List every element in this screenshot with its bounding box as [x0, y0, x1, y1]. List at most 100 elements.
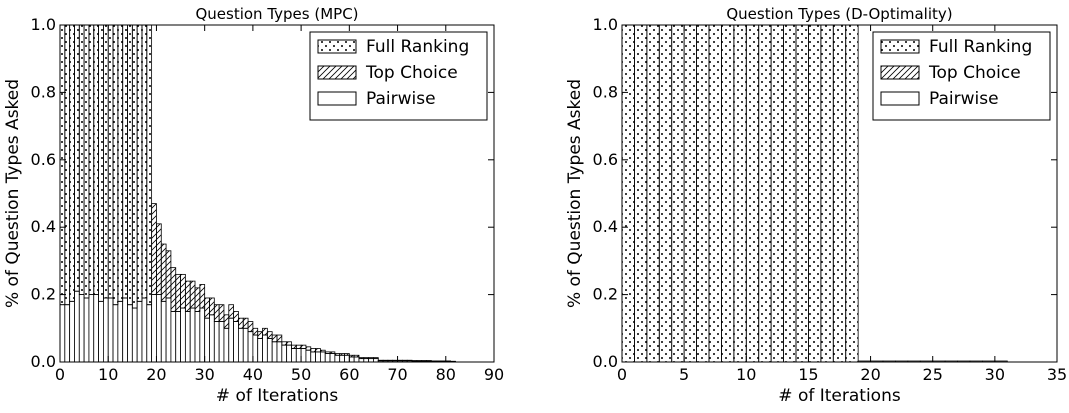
chart1-bar-top-choice: [421, 360, 427, 362]
chart1-bar-top-choice: [368, 357, 374, 360]
chart1-bar-top-choice: [228, 304, 234, 319]
chart2-title: Question Types (D-Optimality): [726, 5, 952, 23]
chart2-bar-full-ranking: [683, 25, 697, 362]
chart1-bar-pairwise: [78, 294, 85, 362]
chart1-bar-pairwise: [117, 300, 124, 362]
chart1-xtick-label: 50: [291, 365, 311, 384]
chart1-bar-pairwise: [189, 307, 196, 362]
chart1-bar-pairwise: [257, 338, 263, 362]
chart2-bar-full-ranking: [783, 25, 797, 362]
chart1-xtick-label: 70: [387, 365, 407, 384]
chart1-bar-pairwise: [291, 348, 297, 362]
chart1-bar-pairwise: [319, 351, 326, 362]
chart1-bar-top-choice: [373, 357, 379, 360]
chart2-xtick-label: 15: [798, 365, 818, 384]
chart2-xlabel: # of Iterations: [778, 386, 901, 406]
chart2-legend-swatch-top-choice: [880, 65, 920, 80]
chart1-bar-pairwise: [146, 304, 153, 362]
chart1-bar-full-ranking: [131, 25, 138, 309]
chart1-bar-full-ranking: [127, 25, 133, 306]
chart2-ytick-label: 1.0: [593, 15, 618, 34]
chart1-bar-pairwise: [194, 311, 201, 362]
chart1-xtick-label: 30: [194, 365, 214, 384]
chart2-xtick-label: 25: [923, 365, 943, 384]
chart1-bar-full-ranking: [136, 25, 143, 302]
chart1-bar-top-choice: [252, 327, 259, 336]
chart1-bar-full-ranking: [83, 25, 90, 299]
chart1-bar-pairwise: [83, 297, 90, 362]
chart1-bar-full-ranking: [107, 25, 114, 299]
chart1-bar-top-choice: [286, 341, 292, 346]
chart1-bar-top-choice: [392, 359, 398, 362]
chart1-bar-full-ranking: [103, 25, 109, 299]
chart1-bar-pairwise: [353, 356, 360, 362]
chart1-bar-top-choice: [170, 267, 177, 312]
chart1-bar-full-ranking: [112, 25, 119, 306]
chart1-bar-full-ranking: [146, 25, 153, 306]
chart2-panel: 0 5 10 15 20 25 30 35 0.0 0.2 0.4 0.6 0.8 1.0 Question…: [565, 5, 1067, 406]
chart1-bar-top-choice: [213, 304, 220, 322]
chart1-bar-top-choice: [180, 273, 186, 309]
chart1-bar-pairwise: [160, 300, 167, 362]
chart1-ytick-label: 0.0: [31, 352, 56, 371]
chart1-bar-pairwise: [204, 317, 210, 362]
chart1-bar-top-choice: [401, 359, 408, 362]
chart2-bar-full-ranking: [832, 25, 847, 362]
chart1-bar-top-choice: [426, 360, 432, 362]
chart1-bar-top-choice: [209, 297, 215, 316]
chart1-bar-pairwise: [122, 297, 128, 362]
chart1-bar-pairwise: [228, 317, 234, 362]
chart1-ylabel: % of Question Types Asked: [3, 79, 23, 308]
chart1-bar-pairwise: [276, 341, 283, 362]
chart2-xtick-label: 5: [679, 365, 689, 384]
chart1-bar-pairwise: [281, 344, 288, 362]
chart2-ytick-label: 0.4: [593, 217, 618, 236]
chart1-axes-frame: [59, 24, 495, 363]
chart1-bar-pairwise: [88, 294, 95, 362]
chart1-bar-full-ranking: [88, 25, 95, 295]
chart2-bar-full-ranking: [733, 25, 747, 362]
chart2-bar-full-ranking: [696, 25, 710, 362]
chart1-bar-pairwise: [334, 354, 341, 362]
chart1-bar-top-choice: [276, 334, 283, 343]
chart1-bar-top-choice: [184, 280, 191, 312]
chart1-xlabel: # of Iterations: [216, 386, 339, 406]
chart1-bar-top-choice: [295, 344, 302, 349]
chart1-bar-top-choice: [151, 203, 157, 295]
chart1-bar-top-choice: [344, 353, 350, 356]
chart1-bar-top-choice: [204, 297, 210, 319]
chart2-ytick-label: 0.8: [593, 82, 618, 101]
chart1-bar-full-ranking: [117, 25, 124, 302]
chart1-bar-top-choice: [363, 357, 370, 360]
chart2-axes-frame: [621, 24, 1058, 363]
chart1-bar-top-choice: [233, 311, 239, 322]
chart1-ytick-label: 0.2: [31, 285, 56, 304]
chart1-bar-top-choice: [160, 243, 167, 302]
chart1-bar-pairwise: [286, 344, 292, 362]
chart1-bar-top-choice: [387, 359, 394, 362]
chart1-bar-pairwise: [368, 358, 374, 362]
chart1-xtick-label: 80: [436, 365, 456, 384]
chart2-bar-full-ranking: [622, 25, 635, 362]
chart1-bar-pairwise: [373, 358, 379, 362]
chart1-bar-full-ranking: [74, 25, 80, 292]
chart2-ytick-label: 0.2: [593, 285, 618, 304]
chart1-bar-full-ranking: [93, 25, 99, 295]
chart1-bar-pairwise: [271, 341, 278, 362]
chart2-xtick-label: 30: [985, 365, 1005, 384]
chart2-bar-full-ranking: [708, 25, 722, 362]
chart1-bar-top-choice: [445, 360, 451, 362]
chart1-bar-pairwise: [252, 334, 259, 362]
chart2-bar-full-ranking: [745, 25, 760, 362]
chart1-bar-top-choice: [406, 359, 413, 362]
chart1-bar-pairwise: [107, 297, 114, 362]
chart1-bar-top-choice: [165, 250, 172, 299]
chart2-xtick-label: 35: [1047, 365, 1067, 384]
chart1-bar-pairwise: [247, 331, 254, 362]
chart1-bar-pairwise: [348, 356, 355, 362]
chart1-bar-pairwise: [175, 311, 181, 362]
chart1-bar-pairwise: [69, 300, 75, 362]
chart2-bar-full-ranking: [770, 25, 784, 362]
chart1-bar-top-choice: [324, 351, 331, 354]
chart2-ytick-label: 0.6: [593, 150, 618, 169]
